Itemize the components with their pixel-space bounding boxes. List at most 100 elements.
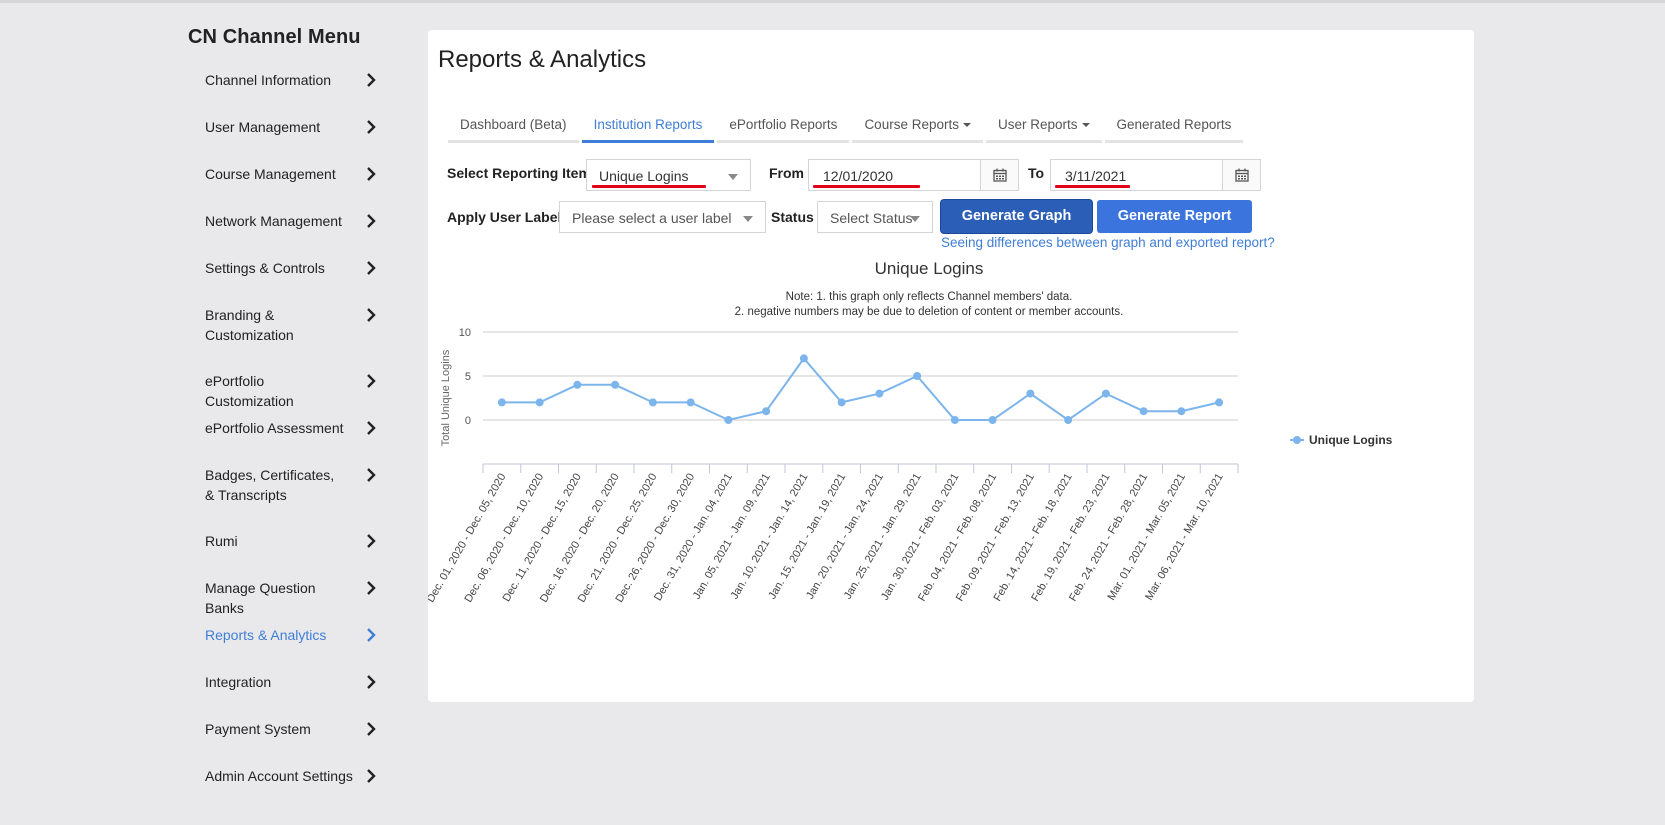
sidebar-item-channel-information[interactable]: Channel Information	[205, 70, 377, 90]
sidebar-item-badges-certificates-transcripts[interactable]: Badges, Certificates, & Transcripts	[205, 465, 377, 505]
tab-label: ePortfolio Reports	[729, 117, 838, 132]
chevron-down-icon	[910, 216, 920, 222]
chevron-right-icon	[365, 420, 377, 436]
y-tick-label: 5	[465, 371, 471, 383]
data-point	[1026, 389, 1035, 398]
page-title: Reports & Analytics	[438, 46, 647, 73]
sidebar-item-eportfolio-assessment[interactable]: ePortfolio Assessment	[205, 418, 377, 438]
sidebar-item-label: Course Management	[205, 166, 336, 182]
chevron-down-icon	[743, 216, 753, 222]
x-tick-label: Dec. 11, 2020 - Dec. 15, 2020	[501, 472, 584, 604]
x-tick-label: Feb. 09, 2021 - Feb. 13, 2021	[954, 472, 1037, 604]
sidebar-item-settings-controls[interactable]: Settings & Controls	[205, 258, 377, 278]
y-tick-label: 0	[465, 415, 471, 427]
x-tick-label: Dec. 26, 2020 - Dec. 30, 2020	[613, 472, 697, 605]
x-tick-label: Feb. 04, 2021 - Feb. 08, 2021	[916, 472, 999, 604]
tab-eportfolio-reports[interactable]: ePortfolio Reports	[717, 112, 850, 143]
x-tick-label: Jan. 30, 2021 - Feb. 03, 2021	[879, 472, 962, 603]
generate-report-button[interactable]: Generate Report	[1097, 200, 1252, 233]
tab-generated-reports[interactable]: Generated Reports	[1104, 112, 1244, 143]
sidebar-item-label: Manage Question Banks	[205, 580, 316, 616]
to-date-value: 3/11/2021	[1065, 168, 1127, 184]
y-axis-title: Total Unique Logins	[440, 349, 452, 446]
chevron-right-icon	[365, 674, 377, 690]
chart-note-line-1: Note: 1. this graph only reflects Channe…	[785, 291, 1073, 303]
to-label: To	[1028, 165, 1045, 181]
data-point	[1139, 407, 1148, 416]
x-tick-label: Mar. 01, 2021 - Mar. 05, 2021	[1105, 472, 1188, 603]
sidebar-item-payment-system[interactable]: Payment System	[205, 719, 377, 739]
generate-graph-button[interactable]: Generate Graph	[941, 200, 1092, 233]
sidebar-item-label: Admin Account Settings	[205, 768, 353, 784]
chevron-right-icon	[365, 166, 377, 182]
tab-user-reports[interactable]: User Reports	[985, 112, 1102, 143]
chevron-right-icon	[365, 119, 377, 135]
sidebar-item-rumi[interactable]: Rumi	[205, 531, 377, 551]
chevron-right-icon	[365, 373, 377, 389]
caret-down-icon	[962, 123, 971, 128]
chevron-down-icon	[728, 174, 738, 180]
calendar-icon[interactable]	[980, 160, 1018, 190]
chart-note-line-2: 2. negative numbers may be due to deleti…	[734, 306, 1124, 318]
tab-label: Institution Reports	[593, 117, 703, 132]
tab-course-reports[interactable]: Course Reports	[852, 112, 983, 143]
user-label-placeholder: Please select a user label	[572, 210, 732, 226]
data-point	[837, 398, 846, 407]
tab-label: User Reports	[997, 117, 1078, 132]
data-point	[648, 398, 657, 407]
data-point	[875, 389, 884, 398]
user-labels-label: Apply User Labels	[447, 209, 570, 225]
chevron-right-icon	[365, 768, 377, 784]
tab-dashboard[interactable]: Dashboard (Beta)	[448, 112, 579, 143]
x-tick-label: Dec. 06, 2020 - Dec. 10, 2020	[462, 472, 546, 605]
user-label-select[interactable]: Please select a user label	[559, 201, 766, 233]
chart-title: Unique Logins	[874, 259, 984, 278]
sidebar-item-user-management[interactable]: User Management	[205, 117, 377, 137]
data-point	[762, 407, 771, 416]
data-point	[1101, 389, 1110, 398]
sidebar-item-reports-analytics[interactable]: Reports & Analytics	[205, 625, 377, 645]
data-point	[497, 398, 506, 407]
chevron-right-icon	[365, 467, 377, 483]
status-placeholder: Select Status	[830, 210, 913, 226]
graph-vs-report-help-link[interactable]: Seeing differences between graph and exp…	[941, 235, 1275, 250]
tab-institution-reports[interactable]: Institution Reports	[581, 112, 715, 143]
data-point	[1177, 407, 1186, 416]
data-point	[1215, 398, 1224, 407]
sidebar-item-eportfolio-customization[interactable]: ePortfolio Customization	[205, 371, 377, 411]
sidebar-item-label: Settings & Controls	[205, 260, 325, 276]
sidebar-item-manage-question-banks[interactable]: Manage Question Banks	[205, 578, 377, 618]
x-tick-label: Dec. 31, 2020 - Jan. 04, 2021	[652, 472, 735, 604]
chevron-right-icon	[365, 307, 377, 323]
reporting-item-label: Select Reporting Item	[447, 165, 591, 181]
data-point	[724, 416, 733, 424]
sidebar-item-label: Reports & Analytics	[205, 627, 327, 643]
data-point	[988, 416, 997, 424]
sidebar-item-branding-customization[interactable]: Branding & Customization	[205, 305, 377, 345]
x-tick-label: Feb. 19, 2021 - Feb. 23, 2021	[1029, 472, 1112, 604]
annotation-underline	[1055, 185, 1130, 188]
sidebar-item-label: Badges, Certificates, & Transcripts	[205, 467, 335, 503]
reporting-item-value: Unique Logins	[599, 168, 689, 184]
series-line	[501, 356, 1220, 422]
chevron-right-icon	[365, 72, 377, 88]
sidebar-item-label: ePortfolio Customization	[205, 373, 294, 409]
chevron-right-icon	[365, 533, 377, 549]
data-point	[573, 380, 582, 389]
sidebar-menu: CN Channel Menu Channel Information User …	[188, 26, 403, 784]
sidebar-item-admin-account-settings[interactable]: Admin Account Settings	[205, 766, 377, 786]
chevron-right-icon	[365, 580, 377, 596]
data-point	[535, 398, 544, 407]
reports-panel: Reports & Analytics Dashboard (Beta) Ins…	[428, 30, 1474, 702]
data-point	[913, 372, 922, 380]
status-select[interactable]: Select Status	[817, 201, 933, 233]
calendar-icon[interactable]	[1222, 160, 1260, 190]
data-point	[799, 354, 808, 363]
sidebar-item-network-management[interactable]: Network Management	[205, 211, 377, 231]
sidebar-item-course-management[interactable]: Course Management	[205, 164, 377, 184]
x-tick-label: Jan. 15, 2021 - Jan. 19, 2021	[766, 472, 848, 602]
sidebar-item-integration[interactable]: Integration	[205, 672, 377, 692]
from-date-value: 12/01/2020	[823, 168, 894, 184]
sidebar-item-label: ePortfolio Assessment	[205, 420, 344, 436]
